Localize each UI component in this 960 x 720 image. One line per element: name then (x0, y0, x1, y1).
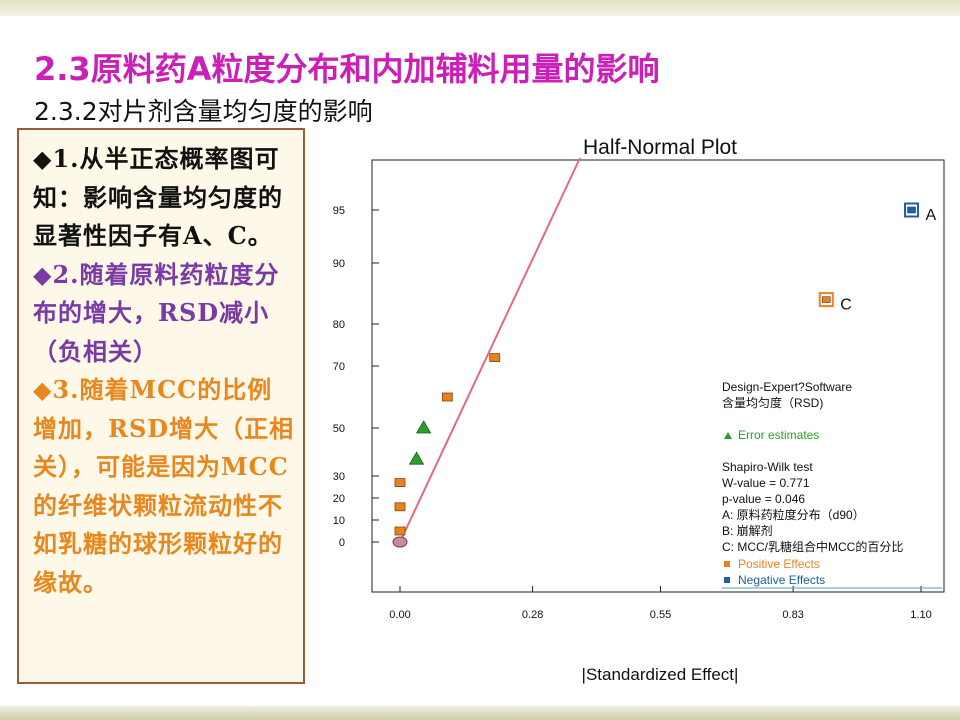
half-normal-chart-panel: Half-Normal Plot 0 10 20 30 50 70 80 90 95 0.00 0.2… (328, 128, 960, 690)
x-axis-label: |Standardized Effect| (582, 665, 739, 684)
positive-effect-point-inner (822, 296, 831, 303)
conclusion-point-2: ◆2.随着原料药粒度分布的增大，RSD减小（负相关） (33, 259, 280, 366)
legend-test-title: Shapiro-Wilk test (722, 460, 813, 474)
slide-title: 2.3原料药A粒度分布和内加辅料用量的影响 (34, 50, 660, 88)
y-tick-label: 0 (339, 537, 345, 549)
conclusion-point-3: ◆3.随着MCC的比例增加，RSD增大（正相关），可能是因为MCC的纤维状颗粒流… (33, 375, 295, 597)
y-tick-label: 50 (333, 423, 345, 435)
bottom-decor-band (0, 706, 960, 720)
y-tick-label: 95 (333, 205, 345, 217)
negative-effect-point (904, 202, 920, 218)
top-decor-band (0, 0, 960, 16)
y-tick-label: 70 (333, 361, 345, 373)
legend-error-icon (724, 432, 732, 439)
legend-factor-b: B: 崩解剂 (722, 523, 773, 538)
x-tick-label: 0.28 (522, 609, 543, 621)
conclusion-text-box: ◆1.从半正态概率图可知：影响含量均匀度的显著性因子有A、C。 ◆2.随着原料药… (17, 128, 305, 684)
half-normal-plot: Half-Normal Plot 0 10 20 30 50 70 80 90 95 0.00 0.2… (328, 128, 960, 690)
positive-effect-point (394, 502, 406, 512)
effect-point-label: A (926, 207, 937, 224)
y-tick-label: 80 (333, 319, 345, 331)
legend-error-label: Error estimates (738, 428, 819, 442)
y-tick-label: 90 (333, 258, 345, 270)
x-tick-label: 0.55 (650, 609, 671, 621)
effect-point-label: C (840, 297, 852, 314)
legend-negative-label: Negative Effects (738, 573, 825, 587)
x-tick-label: 0.00 (389, 609, 410, 621)
legend-software: Design-Expert?Software (722, 380, 852, 394)
legend-negative-icon (724, 577, 730, 583)
positive-effect-point (489, 353, 501, 363)
x-tick-label: 0.83 (782, 609, 803, 621)
error-estimate-point (415, 420, 432, 434)
positive-effect-point (818, 292, 834, 308)
positive-effect-point (394, 478, 406, 488)
chart-background (328, 128, 960, 690)
x-tick-label: 1.10 (910, 609, 931, 621)
legend-positive-label: Positive Effects (738, 557, 820, 571)
plot-frame (371, 159, 945, 593)
normal-fit-line (399, 157, 581, 543)
positive-effect-point (441, 392, 453, 402)
positive-effect-point (394, 526, 406, 536)
origin-point (392, 536, 408, 548)
slide-subtitle: 2.3.2对片剂含量均匀度的影响 (34, 97, 373, 126)
legend-factor-a: A: 原料药粒度分布（d90） (722, 507, 865, 522)
negative-effect-point-inner (907, 206, 916, 214)
legend-response: 含量均匀度（RSD) (722, 395, 823, 410)
legend-positive-icon (724, 561, 730, 567)
legend-p-value: p-value = 0.046 (722, 492, 805, 506)
error-estimate-point (408, 451, 425, 465)
conclusion-point-1: ◆1.从半正态概率图可知：影响含量均匀度的显著性因子有A、C。 (33, 144, 283, 250)
chart-title: Half-Normal Plot (583, 136, 737, 159)
legend-factor-c: C: MCC/乳糖组合中MCC的百分比 (722, 539, 903, 554)
y-tick-label: 30 (333, 471, 345, 483)
legend-w-value: W-value = 0.771 (722, 476, 810, 490)
y-tick-label: 10 (333, 515, 345, 527)
y-tick-label: 20 (333, 493, 345, 505)
